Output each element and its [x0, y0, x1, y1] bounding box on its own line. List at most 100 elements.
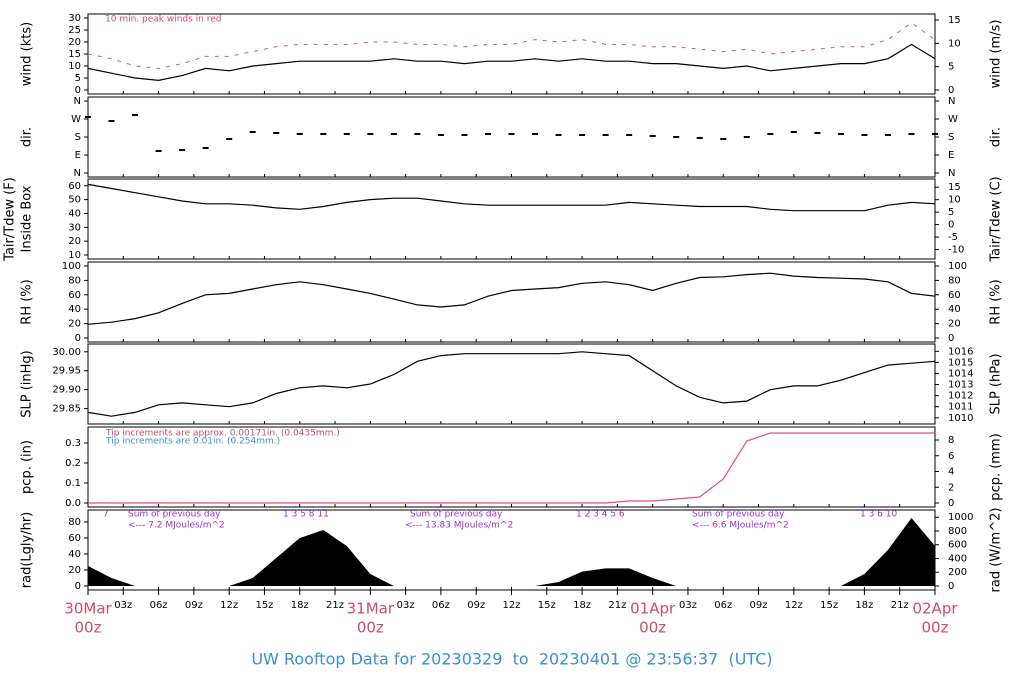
y2-axis-label: wind (m/s) [989, 20, 1004, 89]
y2-tick-label: 2 [948, 482, 954, 493]
y-axis-label: dir. [20, 127, 35, 147]
y2-tick-label: -10 [948, 245, 964, 256]
annotation: Tip increments are approx. 0.00171in. (0… [105, 429, 340, 439]
y-tick-label: 50 [68, 195, 81, 206]
y-tick-label: 5 [75, 73, 81, 84]
date-hour-label: 00z [922, 619, 949, 637]
series-line [87, 43, 936, 82]
y-tick-label: 0.0 [65, 498, 81, 509]
series-line [87, 183, 936, 212]
date-hour-label: 00z [75, 619, 102, 637]
annotation: <--- 7.2 MJoules/m^2 [128, 521, 225, 531]
y2-tick-label: 40 [948, 304, 961, 315]
y-axis-label: RH (%) [20, 279, 35, 324]
annotation: <--- 13.83 MJoules/m^2 [405, 521, 513, 531]
y2-tick-label: 0 [948, 581, 954, 592]
y2-tick-label: 0 [948, 333, 954, 344]
y-tick-label: N [74, 96, 81, 107]
y-tick-label: 15 [68, 49, 81, 60]
x-tick-label: 06z [432, 600, 450, 611]
y2-tick-label: 6 [948, 451, 954, 462]
y-tick-label: W [71, 114, 81, 125]
x-tick-label: 21z [891, 600, 909, 611]
x-tick-label: 12z [785, 600, 803, 611]
y-tick-label: 0.2 [65, 458, 81, 469]
y-tick-label: 80 [68, 275, 81, 286]
y2-tick-label: N [948, 96, 955, 107]
y2-tick-label: 15 [948, 15, 961, 26]
x-tick-label: 06z [714, 600, 732, 611]
peak-line [87, 22, 936, 69]
y2-tick-label: 5 [948, 207, 954, 218]
y2-axis-label: dir. [989, 127, 1004, 147]
y-axis-label: SLP (inHg) [20, 350, 35, 418]
y2-tick-label: 1000 [948, 512, 973, 523]
y-tick-label: 20 [68, 236, 81, 247]
date-label: 30Mar [64, 600, 112, 618]
y-axis-label: Tair/Tdew (F) [3, 177, 18, 262]
y-axis-label: rad(Lgly/hr) [20, 512, 35, 588]
annotation: 1 3 6 10 [860, 510, 897, 520]
date-hour-label: 00z [639, 619, 666, 637]
y2-axis-label: RH (%) [989, 279, 1004, 324]
annotation: 1 3 5 8 11 [283, 510, 329, 520]
y-tick-label: 0 [75, 85, 81, 96]
y-tick-label: 29.85 [52, 404, 81, 415]
annotation: Tip increments are 0.01in. (0.254mm.) [105, 437, 280, 447]
x-tick-label: 21z [326, 600, 344, 611]
y-tick-label: 25 [68, 25, 81, 36]
y2-tick-label: 5 [948, 62, 954, 73]
y2-tick-label: 1011 [948, 402, 973, 413]
panel-frame [87, 343, 936, 425]
y2-tick-label: 800 [948, 526, 967, 537]
x-tick-label: 03z [679, 600, 697, 611]
x-tick-label: 21z [608, 600, 626, 611]
x-tick-label: 06z [150, 600, 168, 611]
y2-tick-label: 1013 [948, 380, 973, 391]
y-tick-label: 29.95 [52, 366, 81, 377]
x-tick-label: 12z [220, 600, 238, 611]
y-tick-label: 30 [68, 13, 81, 24]
date-label: 31Mar [347, 600, 395, 618]
y2-tick-label: 1016 [948, 346, 973, 357]
y-tick-label: 0 [75, 333, 81, 344]
y2-tick-label: 8 [948, 435, 954, 446]
x-tick-label: 18z [573, 600, 591, 611]
y-axis-label: wind (kts) [20, 22, 35, 86]
panel-frame [87, 261, 936, 343]
y-tick-label: 10 [68, 61, 81, 72]
annotation: Sum of previous day [692, 510, 785, 520]
y2-tick-label: 10 [948, 195, 961, 206]
y-tick-label: 60 [68, 533, 81, 544]
x-tick-label: 18z [855, 600, 873, 611]
y-tick-label: 100 [62, 261, 81, 272]
y-tick-label: 60 [68, 290, 81, 301]
y-tick-label: 20 [68, 37, 81, 48]
y-tick-label: 10 [68, 250, 81, 261]
y-tick-label: 40 [68, 208, 81, 219]
panel-frame [87, 13, 936, 95]
y2-axis-label: Tair/Tdew (C) [989, 176, 1004, 262]
x-tick-label: 15z [538, 600, 556, 611]
panel-frame [87, 178, 936, 260]
series-line [87, 351, 936, 417]
y2-tick-label: 400 [948, 553, 967, 564]
annotation: Sum of previous day [410, 510, 503, 520]
y2-tick-label: E [948, 150, 954, 161]
y-tick-label: E [75, 150, 81, 161]
date-label: 02Apr [912, 600, 958, 618]
y2-tick-label: 1012 [948, 391, 973, 402]
annotation: 7 [103, 510, 109, 520]
y-tick-label: 0.3 [65, 438, 81, 449]
y2-tick-label: 1014 [948, 368, 973, 379]
y2-tick-label: -5 [948, 232, 958, 243]
x-tick-label: 15z [820, 600, 838, 611]
x-tick-label: 03z [114, 600, 132, 611]
y2-axis-label: SLP (hPa) [989, 353, 1004, 414]
y2-tick-label: 60 [948, 290, 961, 301]
y2-tick-label: 10 [948, 38, 961, 49]
area [88, 518, 935, 586]
y-tick-label: 40 [68, 304, 81, 315]
x-tick-label: 18z [291, 600, 309, 611]
y-tick-label: 0.1 [65, 478, 81, 489]
